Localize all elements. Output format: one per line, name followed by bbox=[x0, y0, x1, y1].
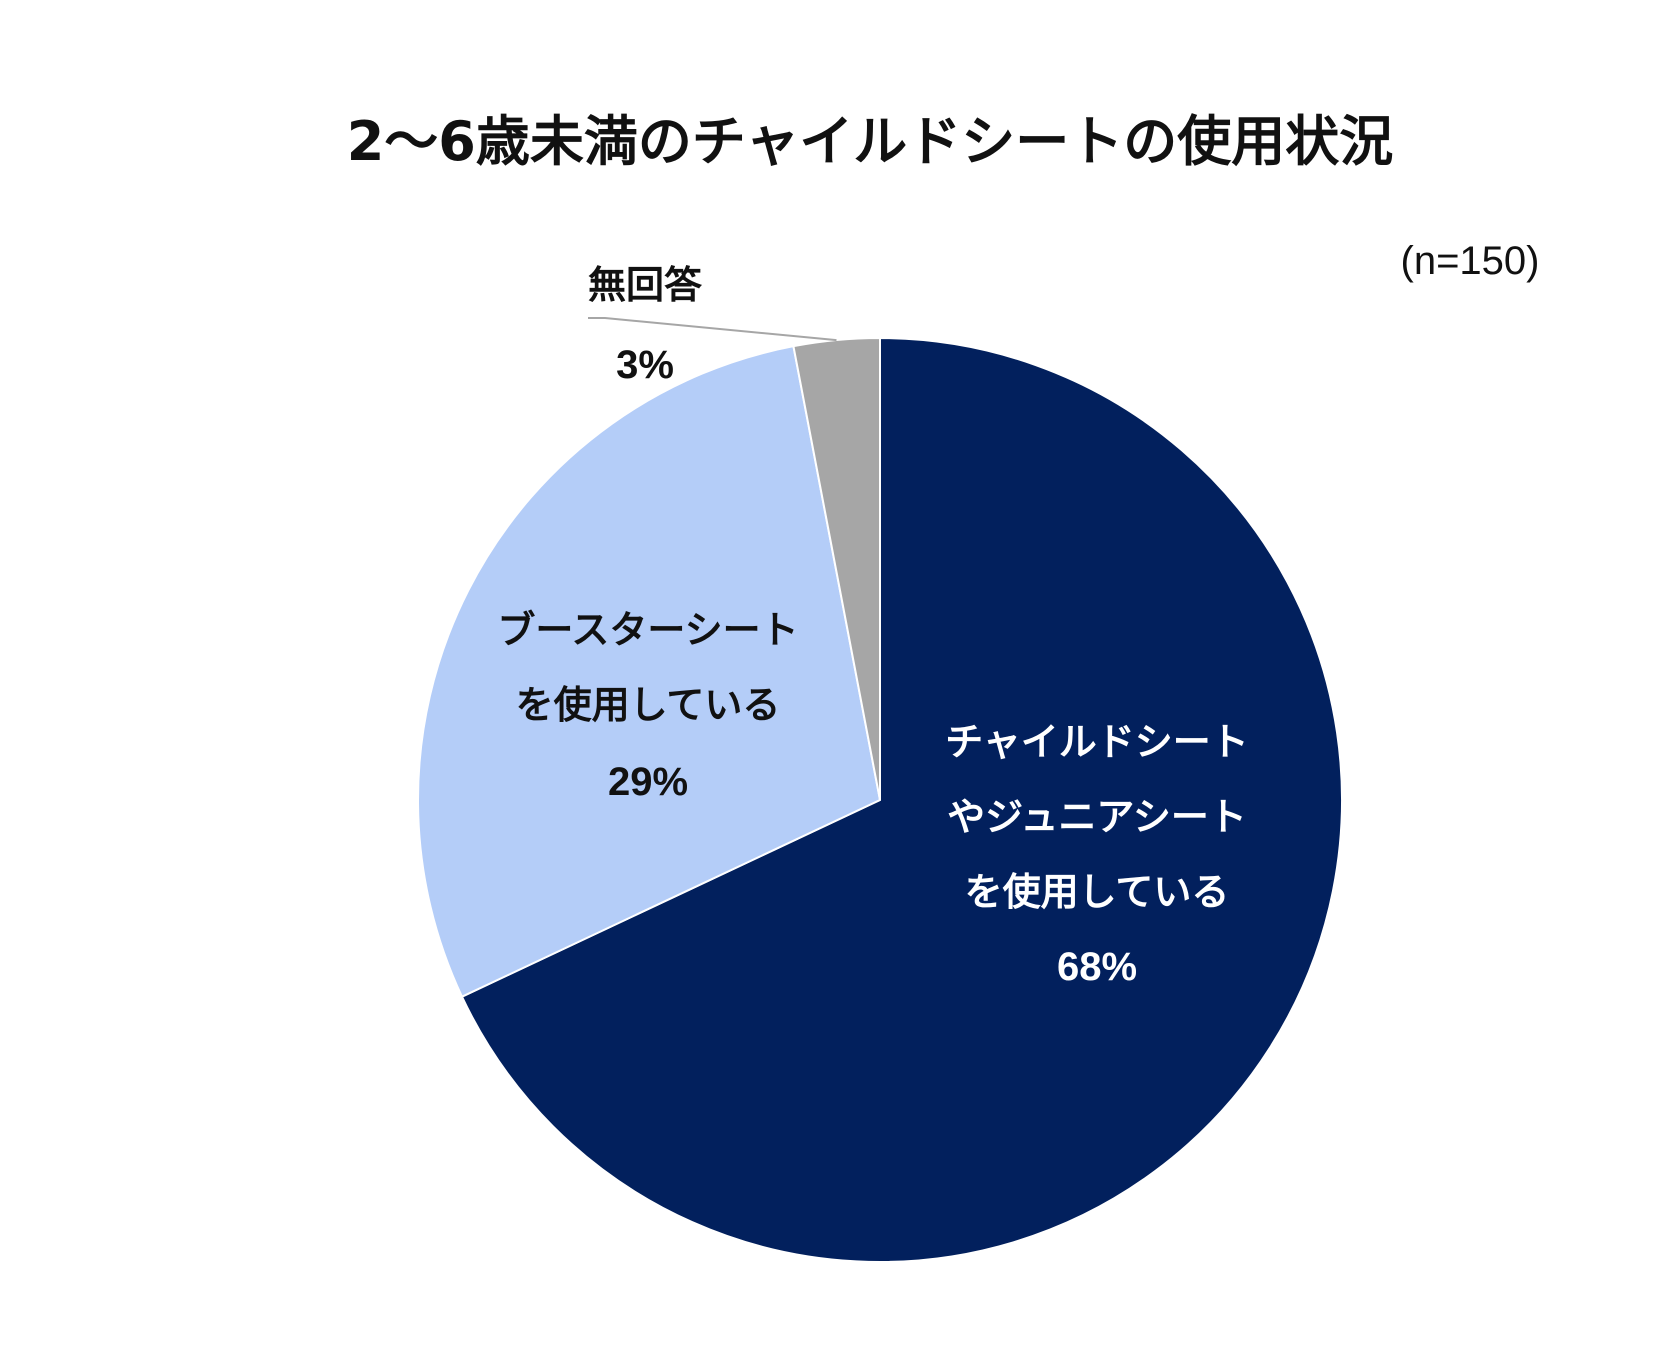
slice-child-or-junior-seat bbox=[460, 337, 1343, 1263]
slice-value-label: 68% bbox=[1057, 945, 1137, 989]
leader-lines bbox=[588, 317, 837, 342]
pie-slices bbox=[417, 337, 1343, 1263]
slice-value-label: 3% bbox=[616, 343, 674, 387]
sample-size-note: (n=150) bbox=[1401, 239, 1540, 283]
chart-title: 2～6歳未満のチャイルドシートの使用状況 bbox=[347, 110, 1394, 173]
slice-label-no-answer: 無回答 3% bbox=[588, 263, 703, 387]
leader-line-no-answer bbox=[588, 317, 837, 342]
slice-label-line: を使用している bbox=[965, 870, 1230, 914]
slice-label-child-or-junior-seat: チャイルドシート やジュニアシート を使用している 68% bbox=[945, 720, 1249, 989]
slice-label-line: ブースターシート bbox=[497, 608, 798, 652]
slice-no-answer bbox=[792, 337, 881, 801]
slice-label-booster-seat: ブースターシート を使用している 29% bbox=[497, 608, 798, 804]
slice-label-line: 無回答 bbox=[588, 263, 703, 307]
slice-label-line: チャイルドシート bbox=[945, 720, 1249, 764]
slice-value-label: 29% bbox=[608, 760, 688, 804]
slice-booster-seat bbox=[417, 345, 881, 998]
slice-label-line: やジュニアシート bbox=[947, 795, 1247, 839]
slice-label-line: を使用している bbox=[516, 683, 781, 727]
